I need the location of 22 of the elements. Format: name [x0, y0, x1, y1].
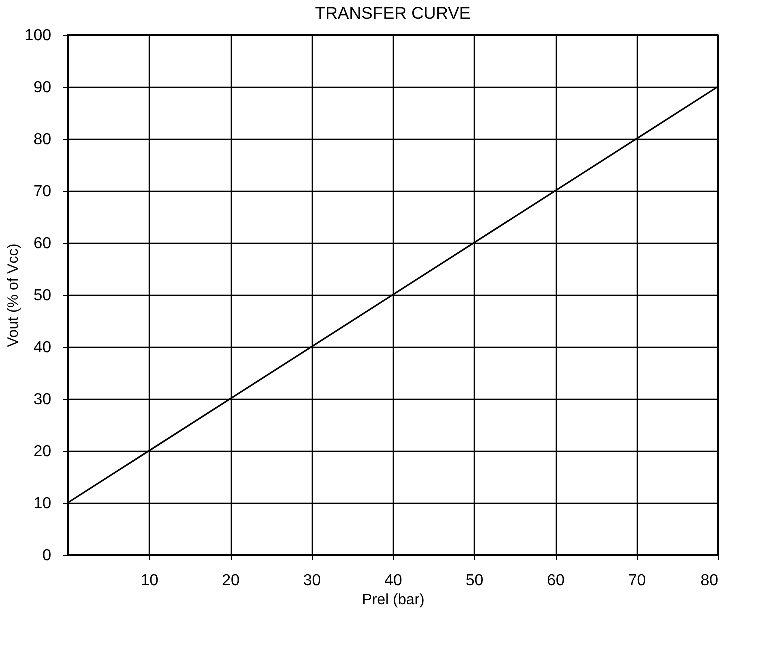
x-axis-title: Prel (bar)	[362, 592, 425, 608]
x-tick-label: 10	[140, 572, 159, 590]
chart-title: TRANSFER CURVE	[315, 4, 471, 23]
y-tick-label: 90	[34, 80, 52, 96]
y-tick-label: 20	[34, 444, 52, 460]
y-tick-label: 50	[34, 288, 52, 304]
y-tick-label: 10	[34, 496, 52, 512]
x-tick-label: 40	[384, 572, 402, 590]
y-tick-label: 100	[24, 28, 52, 44]
x-tick-label: 50	[466, 572, 484, 590]
y-tick-label: 70	[34, 184, 52, 200]
x-tick-label: 30	[303, 572, 322, 590]
x-tick-label: 70	[628, 572, 646, 590]
x-tick-label: 60	[547, 572, 565, 590]
y-tick-label: 0	[42, 548, 52, 564]
y-axis-title: Vout (% of Vcc)	[4, 244, 22, 348]
y-tick-label: 80	[34, 132, 52, 148]
y-tick-label: 40	[34, 340, 52, 356]
y-tick-label: 30	[34, 392, 52, 408]
x-tick-label: 20	[222, 572, 240, 590]
y-tick-label: 60	[34, 236, 52, 252]
x-tick-label: 80	[700, 572, 719, 590]
